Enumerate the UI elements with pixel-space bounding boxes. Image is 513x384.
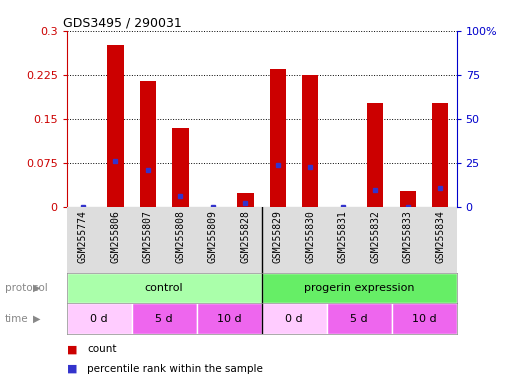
Text: GSM255807: GSM255807	[143, 211, 153, 263]
Text: GSM255830: GSM255830	[305, 211, 315, 263]
Bar	[132, 303, 196, 334]
Text: GSM255809: GSM255809	[208, 211, 218, 263]
Bar	[391, 303, 457, 334]
Text: time: time	[5, 314, 29, 324]
Bar	[262, 273, 457, 303]
Text: GSM255829: GSM255829	[273, 211, 283, 263]
Text: GSM255808: GSM255808	[175, 211, 185, 263]
Text: control: control	[145, 283, 184, 293]
Text: 5 d: 5 d	[155, 314, 173, 324]
Bar	[270, 69, 286, 207]
Text: protocol: protocol	[5, 283, 48, 293]
Text: 5 d: 5 d	[350, 314, 368, 324]
Text: ■: ■	[67, 364, 77, 374]
Text: GSM255832: GSM255832	[370, 211, 380, 263]
Bar	[107, 45, 124, 207]
Text: GSM255833: GSM255833	[403, 211, 413, 263]
Text: ■: ■	[67, 344, 77, 354]
Bar	[67, 273, 262, 303]
Text: 0 d: 0 d	[90, 314, 108, 324]
Text: GDS3495 / 290031: GDS3495 / 290031	[63, 17, 182, 30]
Text: GSM255774: GSM255774	[78, 211, 88, 263]
Text: 0 d: 0 d	[285, 314, 303, 324]
Bar	[367, 103, 383, 207]
Text: count: count	[87, 344, 117, 354]
Text: percentile rank within the sample: percentile rank within the sample	[87, 364, 263, 374]
Bar	[327, 303, 391, 334]
Bar	[67, 303, 132, 334]
Bar	[400, 191, 416, 207]
Bar	[196, 303, 262, 334]
Text: GSM255831: GSM255831	[338, 211, 348, 263]
Text: 10 d: 10 d	[412, 314, 437, 324]
Text: GSM255828: GSM255828	[241, 211, 250, 263]
Bar	[262, 303, 327, 334]
Text: 10 d: 10 d	[217, 314, 242, 324]
Text: ▶: ▶	[33, 314, 41, 324]
Bar	[172, 128, 188, 207]
Text: GSM255834: GSM255834	[436, 211, 445, 263]
Bar	[237, 193, 253, 207]
Bar	[432, 103, 448, 207]
Bar	[302, 75, 319, 207]
Text: ▶: ▶	[33, 283, 41, 293]
Text: GSM255806: GSM255806	[110, 211, 121, 263]
Text: progerin expression: progerin expression	[304, 283, 415, 293]
Bar	[140, 81, 156, 207]
